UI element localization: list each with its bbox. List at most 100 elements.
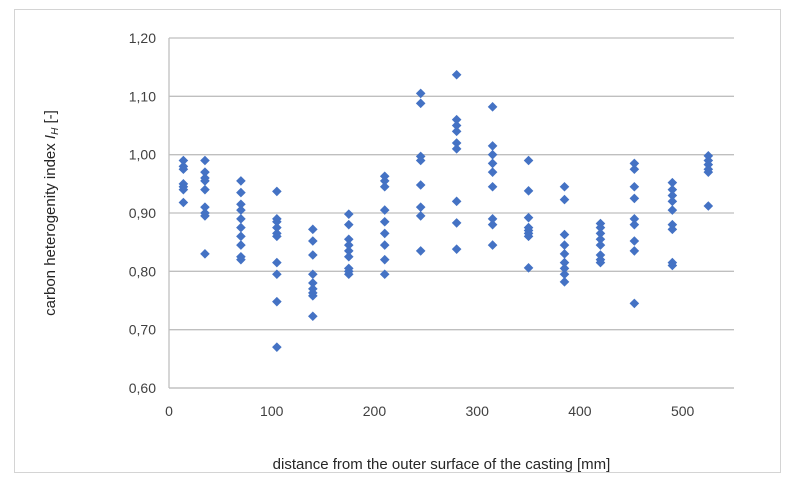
data-point <box>559 263 570 274</box>
data-point <box>343 240 354 250</box>
data-point <box>178 184 189 195</box>
data-point <box>272 186 282 197</box>
data-point <box>559 269 570 280</box>
data-point <box>523 186 534 196</box>
x-tick-label: 500 <box>671 403 695 419</box>
data-point <box>272 231 282 242</box>
data-point <box>629 236 640 246</box>
data-point <box>343 269 354 280</box>
data-point <box>236 240 246 250</box>
y-axis-title-symbol: I <box>42 135 59 139</box>
data-point <box>451 244 462 254</box>
data-point <box>343 251 354 262</box>
data-point <box>451 120 462 131</box>
data-point <box>703 201 714 211</box>
data-point <box>595 240 606 250</box>
data-point <box>200 249 210 259</box>
data-point <box>379 240 390 250</box>
data-point <box>487 181 498 192</box>
data-point <box>178 164 189 175</box>
y-tick-label: 1,20 <box>129 30 156 46</box>
data-point <box>415 180 426 190</box>
data-point <box>487 219 498 230</box>
x-tick-label: 100 <box>260 403 284 419</box>
data-point <box>595 222 606 233</box>
data-point <box>236 214 246 224</box>
y-tick-label: 0,60 <box>129 380 156 396</box>
y-axis-title-subscript: H <box>50 127 61 135</box>
data-point <box>451 196 462 207</box>
x-tick-label: 300 <box>466 403 490 419</box>
data-point <box>595 234 606 245</box>
data-point <box>379 176 390 186</box>
data-point <box>629 219 640 230</box>
data-point <box>308 278 318 288</box>
tick-labels: 0,60 0,70 0,80 0,90 1,00 1,10 1,20 0 100 200 300 40… <box>129 30 695 419</box>
data-point <box>272 257 282 268</box>
data-point <box>667 190 678 201</box>
data-point <box>379 254 390 265</box>
data-point <box>308 269 318 280</box>
data-point <box>272 216 282 227</box>
data-points <box>178 69 714 352</box>
data-point <box>559 229 570 240</box>
data-point <box>236 199 246 210</box>
data-point <box>343 246 354 256</box>
data-point <box>629 298 640 309</box>
y-axis-title-prefix: carbon heterogenity index <box>42 139 59 316</box>
data-point <box>272 269 282 280</box>
data-point <box>595 228 606 239</box>
data-point <box>379 205 390 215</box>
data-point <box>200 184 210 195</box>
data-point <box>236 254 246 265</box>
data-point <box>629 164 640 175</box>
data-point <box>308 291 318 301</box>
data-point <box>379 228 390 239</box>
data-point <box>451 138 462 148</box>
data-point <box>487 240 498 250</box>
y-tick-label: 0,70 <box>129 322 156 338</box>
data-point <box>523 155 534 166</box>
data-point <box>236 176 246 186</box>
scatter-chart: 0,60 0,70 0,80 0,90 1,00 1,10 1,20 0 100 200 300 40… <box>42 30 734 472</box>
y-tick-label: 0,90 <box>129 205 156 221</box>
data-point <box>667 224 678 235</box>
data-point <box>343 234 354 245</box>
data-point <box>629 181 640 192</box>
data-point <box>343 209 354 219</box>
data-point <box>629 193 640 204</box>
data-point <box>451 69 462 80</box>
data-point <box>415 98 426 109</box>
data-point <box>451 114 462 125</box>
data-point <box>523 212 534 223</box>
data-point <box>236 222 246 233</box>
data-point <box>667 260 678 271</box>
x-tick-label: 0 <box>165 403 173 419</box>
data-point <box>667 184 678 195</box>
y-axis-title: carbon heterogenity index IH [-] <box>42 110 61 316</box>
data-point <box>272 296 282 307</box>
x-axis-title: distance from the outer surface of the c… <box>273 456 611 472</box>
data-point <box>200 202 210 212</box>
data-point <box>487 141 498 151</box>
data-point <box>559 249 570 259</box>
data-point <box>487 102 498 112</box>
data-point <box>451 144 462 154</box>
data-point <box>559 257 570 268</box>
data-point <box>451 126 462 137</box>
data-point <box>703 167 714 177</box>
data-point <box>629 246 640 256</box>
y-tick-label: 1,10 <box>129 88 156 104</box>
data-point <box>415 88 426 99</box>
data-point <box>487 167 498 177</box>
data-point <box>559 277 570 287</box>
chart-area: 0,60 0,70 0,80 0,90 1,00 1,10 1,20 0 100 200 300 40… <box>14 9 781 473</box>
data-point <box>523 231 534 242</box>
y-tick-label: 0,80 <box>129 263 156 279</box>
data-point <box>415 211 426 221</box>
data-point <box>236 187 246 198</box>
data-point <box>200 155 210 166</box>
data-point <box>487 158 498 169</box>
data-point <box>343 219 354 230</box>
data-point <box>415 202 426 212</box>
